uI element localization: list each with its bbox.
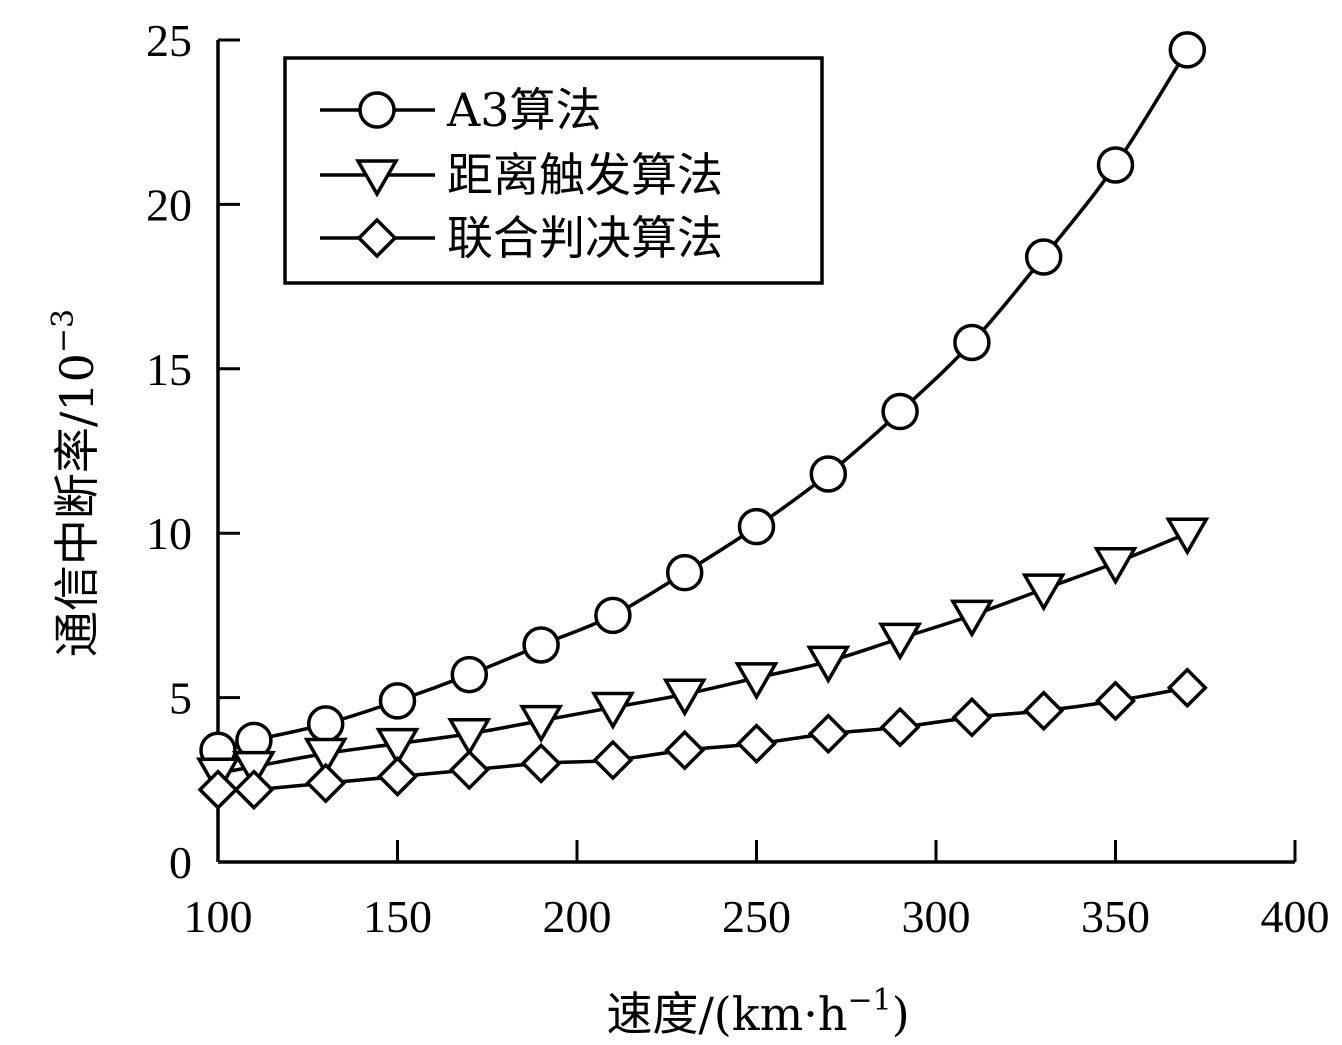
x-tick-label: 400 <box>1261 891 1330 942</box>
data-point-diamond <box>305 762 347 804</box>
x-axis-title-superscript: −1 <box>848 983 892 1018</box>
data-point-circle <box>594 596 632 635</box>
data-point-triangle-down <box>806 645 851 684</box>
x-tick-label: 200 <box>543 891 612 942</box>
x-tick-label: 100 <box>184 891 253 942</box>
y-tick-label: 25 <box>146 15 192 66</box>
data-point-diamond <box>377 756 418 797</box>
data-point-circle <box>450 655 489 694</box>
data-point-diamond <box>197 769 239 811</box>
x-axis-title-tail: ) <box>892 987 910 1041</box>
data-point-diamond <box>664 729 706 771</box>
data-point-triangle-down <box>1021 573 1066 612</box>
data-point-triangle-down <box>878 622 923 661</box>
data-point-diamond <box>233 769 275 811</box>
data-point-circle <box>306 705 345 743</box>
data-point-circle <box>737 507 776 546</box>
series-layer <box>195 31 1210 811</box>
y-tick-label: 5 <box>169 673 192 724</box>
data-point-triangle-down <box>447 718 492 757</box>
data-point-diamond <box>520 742 562 784</box>
data-point-diamond <box>879 706 921 748</box>
x-tick-label: 250 <box>722 891 791 942</box>
data-point-triangle-down <box>590 691 635 730</box>
legend-marker-circle <box>358 91 396 129</box>
data-point-circle <box>809 455 848 493</box>
data-point-diamond <box>736 723 777 765</box>
data-point-diamond <box>592 739 634 781</box>
axis-titles: 速度/(km·h−1) 通信中断率/10−3 <box>46 309 910 1041</box>
data-point-triangle-down <box>662 678 707 717</box>
data-point-diamond <box>1095 680 1136 722</box>
x-axis-title: 速度/(km·h−1) <box>606 983 909 1041</box>
x-tick-label: 300 <box>902 891 971 942</box>
data-point-triangle-down <box>303 737 348 777</box>
y-axis-title-main: 通信中断率/10 <box>50 353 104 657</box>
data-point-triangle-down <box>1165 517 1210 556</box>
data-point-circle <box>1096 146 1135 184</box>
data-point-triangle-down <box>519 704 564 744</box>
data-point-circle <box>953 323 991 362</box>
series-diamond <box>197 667 1208 811</box>
legend-label: 距离触发算法 <box>447 148 723 202</box>
data-point-circle <box>1024 238 1063 276</box>
x-tick-label: 150 <box>363 891 432 942</box>
data-point-circle <box>665 553 704 592</box>
series-circle <box>199 31 1207 769</box>
data-point-triangle-down <box>734 662 779 701</box>
x-tick-label: 350 <box>1081 891 1150 942</box>
series-triangle-down <box>195 517 1210 796</box>
y-tick-label: 10 <box>146 508 192 559</box>
data-point-diamond <box>1166 667 1208 709</box>
legend-marker-diamond <box>356 217 398 259</box>
data-point-circle <box>1168 31 1207 69</box>
data-point-circle <box>522 626 560 664</box>
legend-label: A3算法 <box>446 83 602 137</box>
data-point-triangle-down <box>375 727 420 767</box>
y-tick-label: 15 <box>146 344 192 395</box>
y-axis-title: 通信中断率/10−3 <box>46 309 104 657</box>
axes: 0 5 10 15 20 25 100 150 200 250 300 350 400 <box>146 15 1330 942</box>
data-point-circle <box>881 392 919 431</box>
data-point-triangle-down <box>949 599 994 638</box>
data-point-triangle-down <box>1093 547 1138 586</box>
x-axis-title-main: 速度/(km·h <box>606 987 847 1041</box>
y-tick-label: 20 <box>146 179 192 230</box>
data-point-diamond <box>951 696 993 738</box>
data-point-diamond <box>448 749 490 791</box>
legend-marker-triangle-down <box>354 159 400 198</box>
data-point-triangle-down <box>231 750 276 790</box>
data-point-circle <box>378 682 417 720</box>
data-point-diamond <box>807 713 849 755</box>
y-axis-title-superscript: −3 <box>46 309 81 353</box>
y-tick-label: 0 <box>169 837 192 888</box>
legend-label: 联合判决算法 <box>447 211 723 265</box>
data-point-diamond <box>1023 690 1065 732</box>
